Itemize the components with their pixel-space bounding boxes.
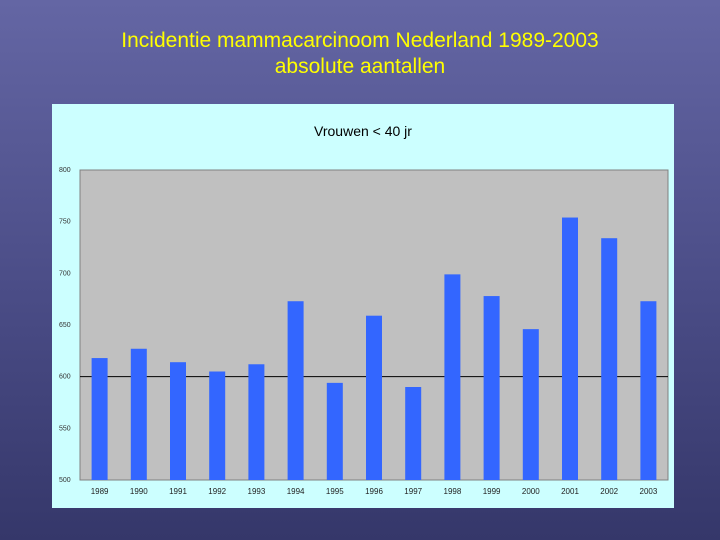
y-tick-label: 550 xyxy=(59,425,71,432)
bar-1990 xyxy=(130,348,147,480)
bar-series xyxy=(91,217,657,480)
x-tick-label: 1995 xyxy=(326,487,344,496)
x-tick-label: 1990 xyxy=(130,487,148,496)
x-tick-label: 1993 xyxy=(248,487,266,496)
bar-1992 xyxy=(209,371,226,480)
x-tick-label: 1996 xyxy=(365,487,383,496)
x-tick-label: 1989 xyxy=(91,487,109,496)
slide-title-line-1: Incidentie mammacarcinoom Nederland 1989… xyxy=(121,29,599,52)
bar-1997 xyxy=(405,387,422,480)
bar-1995 xyxy=(326,382,343,480)
chart-title: Vrouwen < 40 jr xyxy=(314,123,412,139)
x-tick-label: 1991 xyxy=(169,487,187,496)
bar-1994 xyxy=(287,301,304,480)
x-tick-label: 1999 xyxy=(483,487,501,496)
bar-2003 xyxy=(640,301,657,480)
x-tick-label: 1998 xyxy=(444,487,462,496)
x-tick-label: 2000 xyxy=(522,487,540,496)
bar-2002 xyxy=(601,238,618,480)
x-axis: 1989 1990 1991 1992 1993 1994 1995 1996 1997 1998… xyxy=(91,487,658,496)
bar-1998 xyxy=(444,274,461,480)
y-tick-label: 500 xyxy=(59,477,71,484)
y-tick-label: 750 xyxy=(59,219,71,226)
bar-chart: Vrouwen < 40 jr 500 550 600 650 700 750 800 19… xyxy=(59,123,669,496)
bar-1999 xyxy=(483,296,500,480)
x-tick-label: 1997 xyxy=(404,487,422,496)
y-tick-label: 800 xyxy=(59,167,71,174)
y-tick-label: 650 xyxy=(59,322,71,329)
bar-2001 xyxy=(562,217,578,480)
x-tick-label: 2003 xyxy=(640,487,658,496)
x-tick-label: 2001 xyxy=(561,487,579,496)
y-tick-label: 700 xyxy=(59,270,71,277)
bar-1996 xyxy=(366,315,382,480)
chart-panel: Vrouwen < 40 jr 500 550 600 650 700 750 800 19… xyxy=(52,104,674,508)
y-axis: 500 550 600 650 700 750 800 xyxy=(59,167,71,484)
x-tick-label: 2002 xyxy=(600,487,618,496)
bar-2000 xyxy=(522,329,539,480)
x-tick-label: 1992 xyxy=(208,487,226,496)
bar-1989 xyxy=(91,358,108,480)
slide-title-line-2: absolute aantallen xyxy=(274,55,446,78)
y-tick-label: 600 xyxy=(59,374,71,381)
bar-1993 xyxy=(248,364,265,480)
slide-title: Incidentie mammacarcinoom Nederland 1989… xyxy=(0,28,720,80)
x-tick-label: 1994 xyxy=(287,487,305,496)
bar-1991 xyxy=(170,362,186,480)
